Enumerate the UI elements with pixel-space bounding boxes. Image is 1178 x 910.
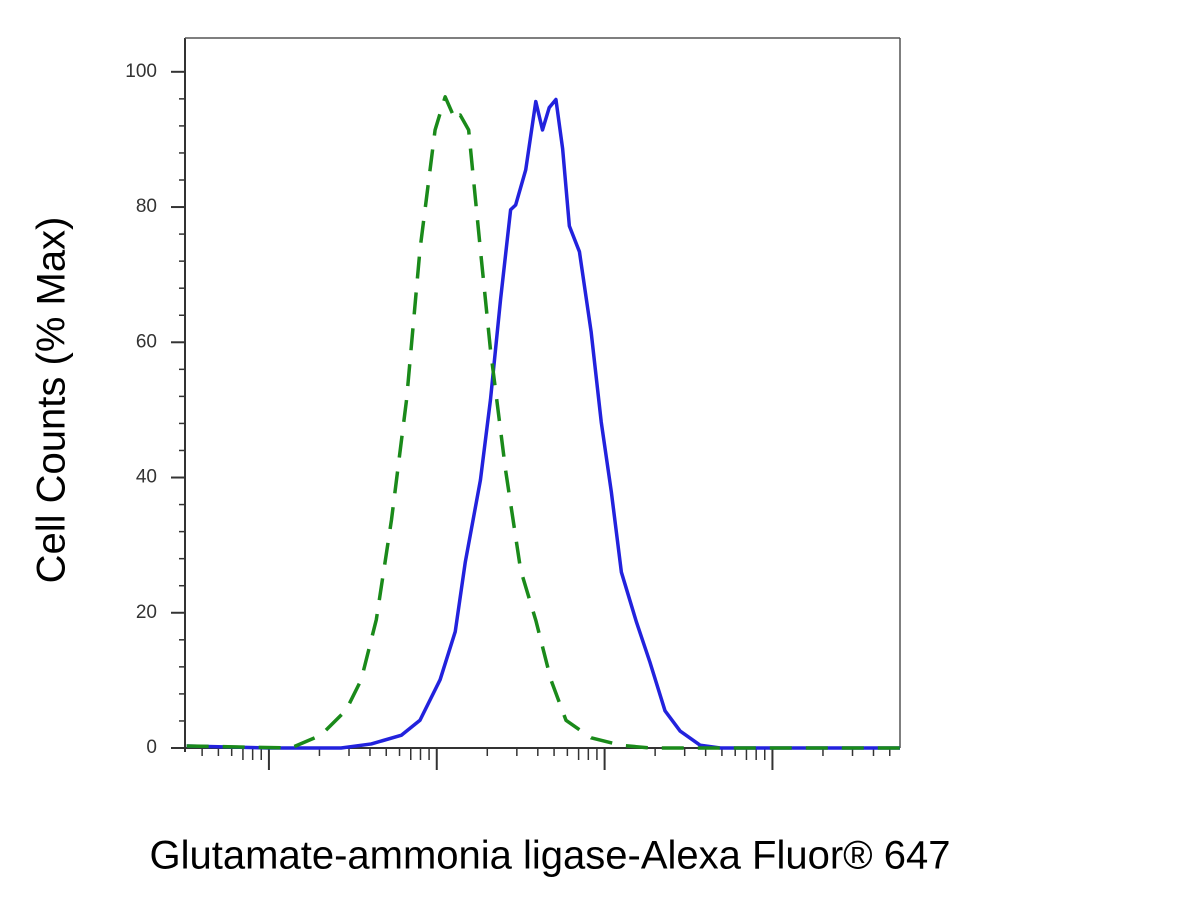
x-axis-label: Glutamate-ammonia ligase-Alexa Fluor® 64… <box>150 834 951 878</box>
y-tick-label: 0 <box>146 737 157 758</box>
y-tick-label: 20 <box>136 602 157 623</box>
y-tick-label: 60 <box>136 331 157 352</box>
y-tick-label: 80 <box>136 196 157 217</box>
y-axis-label: Cell Counts (% Max) <box>30 217 74 584</box>
y-tick-label: 100 <box>125 61 157 82</box>
y-tick-label: 40 <box>136 467 157 488</box>
histogram-line <box>186 95 900 750</box>
histogram-line <box>186 97 900 750</box>
